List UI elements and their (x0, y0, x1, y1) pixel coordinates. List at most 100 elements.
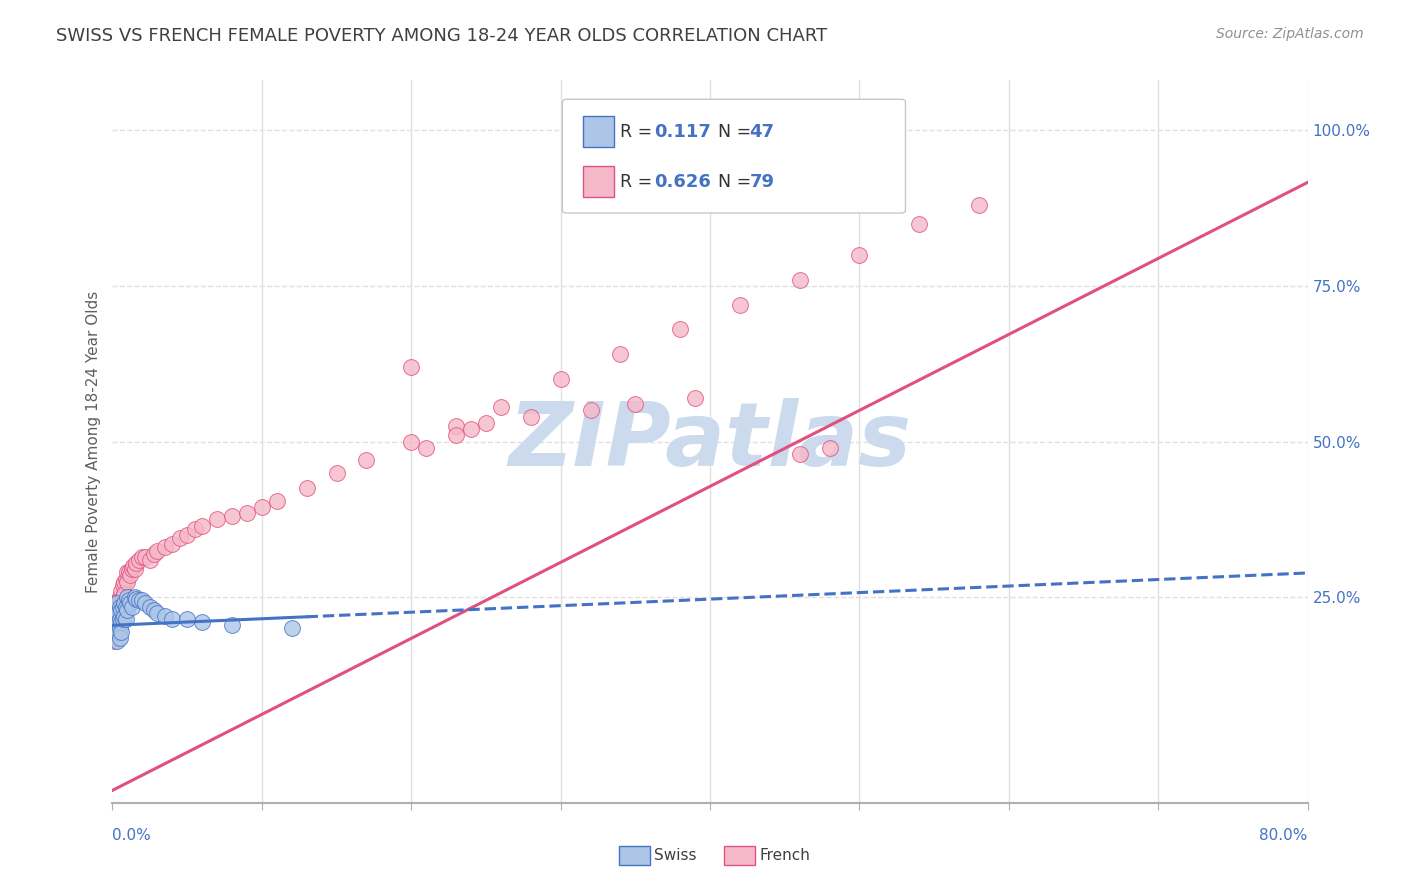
Point (111, 578, 134, 592)
Point (103, 621, 125, 635)
Point (108, 599, 131, 614)
Point (104, 609, 127, 624)
Text: 0.626: 0.626 (654, 173, 710, 191)
Point (108, 631, 131, 645)
Point (103, 615, 125, 630)
Point (169, 531, 191, 545)
Text: 0.0%: 0.0% (112, 828, 152, 843)
Point (110, 615, 132, 630)
Point (967, 198, 990, 212)
Point (114, 587, 135, 601)
Point (107, 603, 129, 617)
Point (550, 372, 572, 386)
Point (475, 416, 498, 430)
Point (107, 615, 129, 630)
Text: French: French (759, 848, 810, 863)
Point (683, 391, 706, 405)
Text: Source: ZipAtlas.com: Source: ZipAtlas.com (1216, 27, 1364, 41)
Point (818, 441, 841, 455)
Point (108, 591, 131, 605)
Point (107, 621, 129, 635)
Point (105, 597, 128, 611)
Point (115, 599, 138, 614)
Point (103, 612, 125, 626)
Text: ZIPatlas: ZIPatlas (509, 398, 911, 485)
Point (221, 618, 243, 632)
Point (110, 593, 132, 607)
Text: SWISS VS FRENCH FEMALE POVERTY AMONG 18-24 YEAR OLDS CORRELATION CHART: SWISS VS FRENCH FEMALE POVERTY AMONG 18-… (56, 27, 828, 45)
Point (104, 606, 127, 620)
Point (110, 624, 132, 639)
Text: R =: R = (620, 123, 658, 141)
Point (118, 566, 141, 580)
Point (143, 547, 166, 561)
Point (143, 603, 166, 617)
Point (908, 217, 931, 231)
Point (115, 612, 138, 626)
Text: R =: R = (620, 173, 658, 191)
Point (111, 591, 134, 605)
Point (128, 593, 150, 607)
Point (266, 493, 288, 508)
Point (128, 553, 150, 567)
Point (110, 584, 132, 599)
Point (131, 593, 153, 607)
Text: Swiss: Swiss (654, 848, 696, 863)
Point (105, 609, 128, 624)
Point (460, 422, 482, 436)
Point (105, 633, 128, 648)
Point (191, 518, 214, 533)
Point (205, 512, 228, 526)
Point (103, 624, 125, 639)
Point (118, 593, 141, 607)
Point (103, 633, 125, 648)
Point (105, 606, 128, 620)
Point (146, 606, 169, 620)
Point (520, 409, 543, 424)
Point (108, 618, 131, 632)
Point (444, 428, 467, 442)
Point (295, 481, 318, 495)
Point (250, 500, 273, 514)
Point (728, 297, 751, 311)
Point (108, 621, 131, 635)
Point (191, 615, 214, 630)
Point (415, 441, 437, 455)
Point (162, 537, 183, 551)
Point (221, 509, 243, 524)
Point (114, 609, 135, 624)
Point (124, 591, 146, 605)
Point (125, 556, 148, 570)
Point (104, 627, 127, 641)
Point (624, 397, 647, 411)
Point (117, 574, 139, 589)
Point (110, 603, 132, 617)
Point (117, 566, 139, 580)
Point (176, 612, 198, 626)
Point (103, 597, 125, 611)
Text: 79: 79 (749, 173, 775, 191)
Point (108, 599, 131, 614)
Point (579, 403, 602, 417)
Point (105, 621, 128, 635)
Point (120, 597, 142, 611)
Point (669, 322, 692, 336)
Point (104, 618, 127, 632)
Point (131, 549, 153, 564)
Text: 47: 47 (749, 123, 775, 141)
Point (139, 553, 162, 567)
Point (115, 572, 138, 586)
Y-axis label: Female Poverty Among 18-24 Year Olds: Female Poverty Among 18-24 Year Olds (86, 291, 101, 592)
Point (789, 447, 811, 461)
Point (444, 419, 467, 434)
Point (107, 612, 129, 626)
Point (153, 541, 176, 555)
Point (401, 434, 423, 449)
Point (117, 591, 139, 605)
Point (104, 599, 127, 614)
Point (117, 603, 139, 617)
Point (153, 609, 176, 624)
Point (105, 615, 128, 630)
Point (103, 606, 125, 620)
Point (162, 612, 183, 626)
